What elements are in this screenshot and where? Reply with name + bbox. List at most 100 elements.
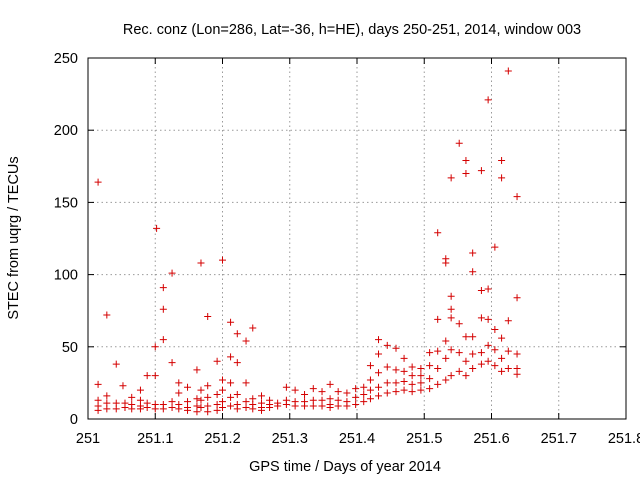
data-point [447,174,455,182]
data-point [383,379,391,387]
data-point [227,402,235,410]
data-point [383,363,391,371]
data-point [408,363,416,371]
data-point [462,157,470,165]
x-tick-label: 251.6 [473,431,509,447]
data-point [197,386,205,394]
data-point [484,96,492,104]
data-point [498,174,506,182]
data-point [159,336,167,344]
data-point [233,359,241,367]
data-point [498,367,506,375]
x-axis-label: GPS time / Days of year 2014 [249,459,441,475]
data-point [334,388,342,396]
x-tick-label: 251 [76,431,100,447]
x-tick-label: 251.1 [137,431,173,447]
data-point [249,324,257,332]
data-point [219,376,226,384]
data-point [309,402,317,410]
data-point [504,67,512,75]
data-point [291,386,299,394]
y-tick-label: 0 [70,412,78,428]
data-point [193,366,201,374]
data-point [366,386,374,394]
x-tick-label: 251.7 [541,431,577,447]
data-point [168,403,176,411]
y-tick-labels: 0 50 100 150 200 250 [54,51,78,428]
data-point [274,402,282,410]
data-point [153,224,161,232]
data-point [197,396,205,404]
data-point [462,170,470,178]
x-tick-label: 251.8 [608,431,640,447]
data-point [103,311,111,319]
data-point [491,346,499,354]
data-point [360,398,368,406]
data-point [318,388,326,396]
data-point [442,337,450,345]
data-point [417,372,425,380]
data-point [469,350,477,358]
grid [88,58,626,419]
data-point [498,334,506,342]
data-point [469,268,477,276]
y-tick-label: 100 [54,268,78,284]
data-point [434,315,442,323]
data-point [513,350,521,358]
data-point [326,380,334,388]
y-axis-label: STEC from uqrg / TECUs [6,156,22,319]
data-point [417,386,425,394]
data-point [477,349,485,357]
data-point [375,350,383,358]
data-point [447,372,455,380]
data-point [477,314,485,322]
data-point [112,360,120,368]
data-point [400,367,408,375]
data-point [197,259,205,267]
axis-ticks [87,57,627,420]
data-point [417,364,425,372]
data-point [249,405,257,413]
data-point [462,333,470,341]
data-point [426,375,434,383]
data-point [227,393,235,401]
data-point [282,383,290,391]
data-point [477,360,485,368]
data-point [484,315,492,323]
data-point [168,269,176,277]
data-point [383,341,391,349]
data-point [383,389,391,397]
data-point [434,229,442,237]
data-point [266,403,274,411]
data-point [258,406,266,414]
data-point [151,343,159,351]
data-point [469,333,477,341]
data-point [455,367,463,375]
data-point [366,362,374,370]
data-point [213,406,221,414]
data-point [121,403,129,411]
data-point [513,193,521,201]
data-point [491,325,499,333]
data-point [447,346,455,354]
data-point [136,405,144,413]
x-tick-label: 251.3 [272,431,308,447]
data-point [193,395,201,403]
data-point [366,376,374,384]
data-point [159,305,167,313]
data-point [408,388,416,396]
data-point [442,376,450,384]
data-point [143,372,151,380]
data-point [219,403,226,411]
data-point [360,383,368,391]
data-point [408,380,416,388]
y-tick-label: 50 [62,340,78,356]
data-point [484,357,492,365]
data-point [213,390,221,398]
data-point [219,256,226,264]
data-point [301,402,309,410]
data-point [434,347,442,355]
data-point [426,349,434,357]
data-point [94,406,102,414]
